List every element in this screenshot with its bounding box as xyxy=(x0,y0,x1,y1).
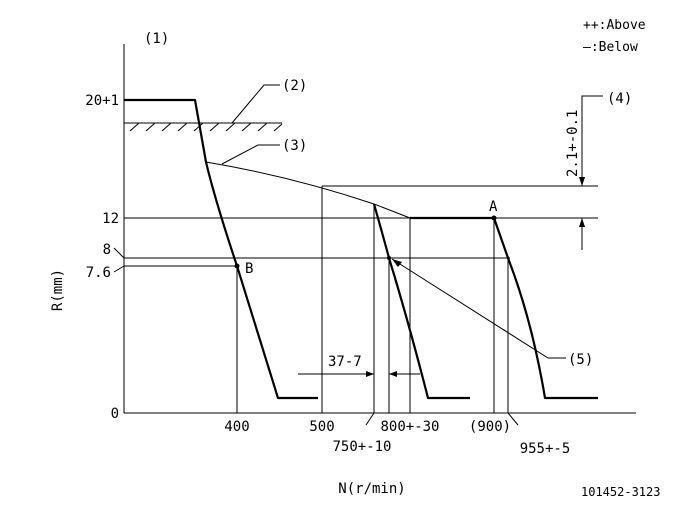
x-tick-900: (900) xyxy=(469,419,511,435)
x-tick-955: 955+-5 xyxy=(520,441,571,457)
dim-37-label: 37-7 xyxy=(328,354,362,370)
legend-above: ++:Above xyxy=(583,18,646,33)
y-tick-0: 0 xyxy=(111,406,119,422)
tick-leader-955 xyxy=(507,412,519,426)
callout-4-leader xyxy=(581,95,603,186)
x-tick-500: 500 xyxy=(309,419,334,435)
callout-2-leader xyxy=(231,84,280,124)
point-b-label: B xyxy=(245,261,253,277)
y-tick-7-6: 7.6 xyxy=(86,265,111,281)
callout-3-leader xyxy=(221,144,280,165)
dim-21-arrow-bottom xyxy=(579,218,585,227)
callout-5-leader xyxy=(391,258,566,359)
dim-21-label: 2.1+-0.1 xyxy=(565,110,581,177)
point-a-label: A xyxy=(489,199,498,215)
stop-hatching xyxy=(129,122,283,132)
x-tick-750: 750+-10 xyxy=(332,439,391,455)
tick-leader-750 xyxy=(365,412,375,426)
legend-below: —:Below xyxy=(583,40,638,55)
callout-5: (5) xyxy=(568,352,593,368)
curve-middle xyxy=(372,203,470,400)
callout-1: (1) xyxy=(144,31,169,47)
callout-5-arrowhead xyxy=(392,259,402,267)
y-tick-20: 20+1 xyxy=(85,93,119,109)
point-b-marker xyxy=(234,263,240,269)
part-number: 101452-3123 xyxy=(581,485,660,499)
point-5-marker xyxy=(387,256,391,260)
y-tick-8: 8 xyxy=(103,242,111,258)
callout-4: (4) xyxy=(607,91,632,107)
callout-2: (2) xyxy=(282,78,307,94)
point-a-marker xyxy=(491,215,497,221)
dim-21-arrow-top xyxy=(579,177,585,186)
curve-upper-boundary xyxy=(205,161,411,219)
tick-leader-8 xyxy=(113,247,125,259)
callout-3: (3) xyxy=(282,138,307,154)
y-tick-12: 12 xyxy=(102,211,119,227)
x-tick-400: 400 xyxy=(224,419,249,435)
dim-37-arrow-left xyxy=(366,371,374,377)
y-axis-label: R(mm) xyxy=(50,269,66,311)
tick-leader-7-6 xyxy=(113,265,125,273)
x-axis-label: N(r/min) xyxy=(338,481,405,497)
curve-rated xyxy=(410,216,598,400)
dim-37-arrow-right xyxy=(389,371,397,377)
x-tick-800: 800+-30 xyxy=(380,419,439,435)
